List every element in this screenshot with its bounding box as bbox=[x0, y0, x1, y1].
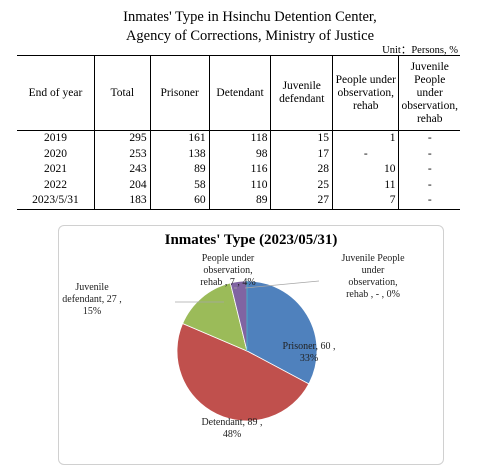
header-detendant: Detendant bbox=[208, 55, 271, 131]
cell-detendant: 116 bbox=[208, 162, 271, 178]
cell-year: 2019 bbox=[43, 132, 67, 145]
cell-people-obs: 10 bbox=[332, 162, 399, 178]
cell-detendant: 89 bbox=[208, 193, 271, 210]
title-line-2: Agency of Corrections, Ministry of Justi… bbox=[125, 28, 375, 44]
cell-detendant: 98 bbox=[208, 146, 271, 162]
unit-label: Unit：Persons, % bbox=[382, 45, 458, 56]
table-row: 2021 243 89 116 28 10 - bbox=[17, 162, 460, 178]
cell-prisoner: 138 bbox=[149, 146, 210, 162]
header-people-under-observation: People under observation, rehab bbox=[332, 55, 399, 131]
cell-juvenile-defendant: 27 bbox=[270, 193, 333, 210]
header-end-of-year: End of year bbox=[17, 55, 95, 131]
header-juvenile-people-under-observation: Juvenile People under observation, rehab bbox=[398, 55, 460, 131]
report-title: Inmates' Type in Hsinchu Detention Cente… bbox=[0, 8, 500, 46]
chart-title: Inmates' Type (2023/05/31) bbox=[164, 232, 338, 248]
label-juvenile-defendant: Juvenile defendant, 27 , 15% bbox=[62, 282, 122, 317]
cell-total: 243 bbox=[93, 162, 151, 178]
pie-chart-panel: Inmates' Type (2023/05/31) Prisoner, 60 … bbox=[58, 225, 444, 465]
cell-prisoner: 161 bbox=[149, 130, 210, 147]
cell-prisoner: 89 bbox=[149, 162, 210, 178]
cell-juvenile-defendant: 25 bbox=[270, 177, 333, 193]
cell-year: 2021 bbox=[43, 163, 67, 176]
cell-juvenile-people-obs: - bbox=[398, 162, 460, 178]
leader-line-juvenile-people-obs bbox=[244, 280, 320, 289]
table-row: 2022 204 58 110 25 11 - bbox=[17, 177, 460, 193]
table-header-row: End of year Total Prisoner Detendant Juv… bbox=[17, 55, 460, 131]
inmates-table: End of year Total Prisoner Detendant Juv… bbox=[17, 55, 460, 210]
cell-people-obs: 7 bbox=[332, 193, 399, 210]
cell-juvenile-people-obs: - bbox=[398, 146, 460, 162]
cell-year: 2022 bbox=[43, 178, 67, 191]
cell-people-obs: 1 bbox=[332, 130, 399, 147]
label-juvenile-people-obs: Juvenile People under observation, rehab… bbox=[341, 253, 405, 300]
cell-prisoner: 60 bbox=[149, 193, 210, 210]
cell-total: 253 bbox=[93, 146, 151, 162]
cell-juvenile-people-obs: - bbox=[398, 130, 460, 147]
cell-people-obs: - bbox=[332, 146, 399, 162]
cell-juvenile-defendant: 28 bbox=[270, 162, 333, 178]
cell-total: 204 bbox=[93, 177, 151, 193]
cell-total: 295 bbox=[93, 130, 151, 147]
pie-slice-juvenile-defendant bbox=[182, 282, 248, 352]
cell-prisoner: 58 bbox=[149, 177, 210, 193]
title-line-1: Inmates' Type in Hsinchu Detention Cente… bbox=[123, 9, 377, 25]
cell-juvenile-defendant: 15 bbox=[270, 130, 333, 147]
header-juvenile-defendant: Juvenile defendant bbox=[270, 55, 333, 131]
pie-slice-detendant bbox=[176, 322, 310, 422]
cell-year: 2020 bbox=[43, 147, 67, 160]
label-prisoner: Prisoner, 60 , 33% bbox=[282, 341, 336, 364]
cell-year: 2023/5/31 bbox=[17, 193, 95, 210]
cell-total: 183 bbox=[93, 193, 151, 210]
cell-people-obs: 11 bbox=[332, 177, 399, 193]
label-detendant: Detendant, 89 , 48% bbox=[201, 417, 263, 440]
label-people-obs: People under observation, rehab , 7 , 4% bbox=[200, 253, 256, 288]
cell-juvenile-people-obs: - bbox=[398, 177, 460, 193]
table-row: 2019 295 161 118 15 1 - bbox=[17, 130, 460, 147]
pie-chart bbox=[175, 280, 320, 422]
table-row: 2020 253 138 98 17 - - bbox=[17, 146, 460, 162]
cell-juvenile-defendant: 17 bbox=[270, 146, 333, 162]
header-prisoner: Prisoner bbox=[149, 55, 210, 131]
cell-detendant: 110 bbox=[208, 177, 271, 193]
table-row: 2023/5/31 183 60 89 27 7 - bbox=[17, 193, 460, 210]
pie-slice-prisoner bbox=[246, 280, 318, 385]
cell-juvenile-people-obs: - bbox=[398, 193, 460, 210]
header-total: Total bbox=[93, 55, 151, 131]
cell-detendant: 118 bbox=[208, 130, 271, 147]
